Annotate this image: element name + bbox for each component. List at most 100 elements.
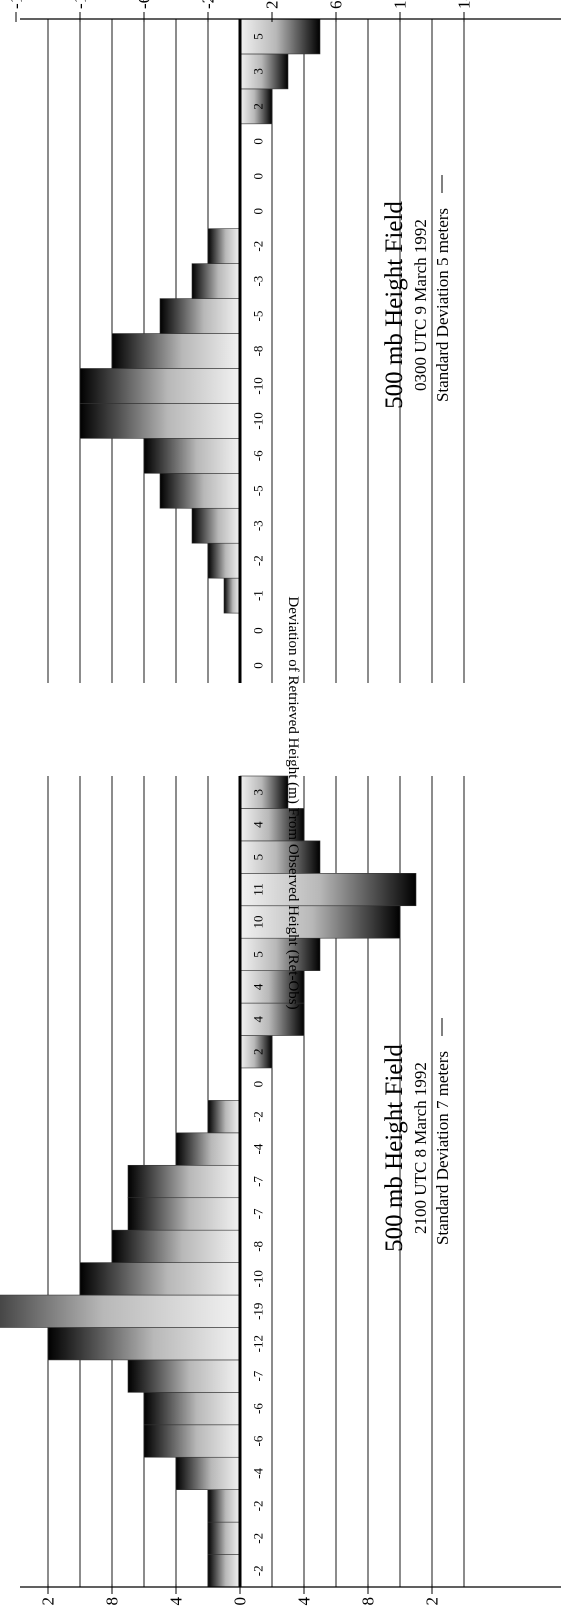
data-label: 5 — [251, 33, 266, 40]
bar — [111, 1229, 241, 1263]
data-label: 11 — [251, 883, 266, 896]
data-label: 0 — [251, 208, 266, 215]
data-label: -2 — [251, 1565, 266, 1576]
data-label: 0 — [251, 173, 266, 180]
chart-title-0300utc: 500 mb Height Field — [381, 201, 408, 409]
caption-2100utc: 500 mb Height Field 2100 UTC 8 March 199… — [381, 1018, 452, 1252]
tick-label: -12 — [39, 1597, 58, 1606]
data-label: -3 — [251, 520, 266, 531]
data-label: -10 — [251, 412, 266, 429]
bar — [207, 1521, 241, 1555]
bar — [79, 403, 241, 439]
data-label: -8 — [251, 1241, 266, 1252]
data-labels-0300utc: 0 0 -1 -2 -3 -5 -6 -10 -10 -8 -5 -3 -2 0 0 0 2 3 5 — [251, 33, 266, 669]
tick-label: 12 — [423, 1597, 442, 1606]
data-label: 0 — [251, 662, 266, 669]
data-label: -7 — [251, 1370, 266, 1381]
data-label: -19 — [251, 1303, 266, 1320]
bar — [239, 905, 401, 939]
bars-2100utc — [0, 775, 417, 1588]
bar — [239, 873, 417, 907]
bar — [239, 970, 305, 1004]
tick-label: -6 — [135, 0, 154, 9]
bar — [111, 333, 241, 369]
bar — [0, 1294, 241, 1328]
data-label: -6 — [251, 450, 266, 461]
tick-label: 10 — [391, 0, 410, 9]
bar — [239, 840, 321, 874]
bar — [79, 1262, 241, 1296]
data-label: -4 — [251, 1143, 266, 1154]
data-label: 0 — [251, 627, 266, 634]
data-label: -1 — [251, 590, 266, 601]
data-label: 4 — [251, 983, 266, 990]
data-label: 5 — [251, 854, 266, 861]
data-label: -10 — [251, 377, 266, 394]
data-label: 0 — [251, 138, 266, 145]
data-label: -5 — [251, 311, 266, 322]
data-label: -6 — [251, 1435, 266, 1446]
tick-label: 0 — [231, 1597, 250, 1606]
data-label: -7 — [251, 1208, 266, 1219]
bar — [223, 577, 241, 614]
bar — [143, 438, 241, 474]
data-labels-2100utc: -2 -2 -2 -4 -6 -6 -7 -12 -19 -10 -8 -7 -7 -4 -2 0 2 4 4 5 10… — [251, 789, 266, 1576]
data-label: 2 — [251, 103, 266, 110]
data-label: -2 — [251, 1533, 266, 1544]
bar — [239, 1035, 273, 1069]
data-label: -7 — [251, 1176, 266, 1187]
bar — [175, 1132, 241, 1166]
data-label: 4 — [251, 821, 266, 828]
bar — [159, 298, 241, 334]
shared-axis-label: Deviation of Retrieved Height (m) From O… — [285, 596, 301, 1009]
data-label: 10 — [251, 915, 266, 928]
bar — [127, 1359, 241, 1393]
bar — [239, 808, 305, 842]
tick-label: -2 — [199, 0, 218, 9]
data-label: -12 — [251, 1335, 266, 1352]
bar — [239, 1002, 305, 1036]
tick-label: 6 — [327, 1, 346, 10]
bar — [207, 228, 241, 264]
tick-label: -14 — [7, 0, 26, 9]
bar — [207, 1554, 241, 1588]
bar — [207, 542, 241, 579]
chart-annotation-2100utc: Standard Deviation 7 meters — [433, 1051, 452, 1245]
tick-label: 14 — [455, 0, 474, 9]
bar — [175, 1456, 241, 1490]
bar — [207, 1489, 241, 1523]
chart-subtitle-2100utc: 2100 UTC 8 March 1992 — [411, 1062, 430, 1234]
bar — [159, 473, 241, 509]
tick-label: 2 — [263, 1, 282, 10]
bar — [47, 1327, 241, 1361]
data-label: -4 — [251, 1468, 266, 1479]
bar — [207, 1100, 241, 1134]
data-label: 4 — [251, 1016, 266, 1023]
data-label: -2 — [251, 241, 266, 252]
data-label: 0 — [251, 1081, 266, 1088]
chart-title-2100utc: 500 mb Height Field — [381, 1044, 408, 1252]
data-label: 3 — [251, 68, 266, 75]
data-label: -3 — [251, 276, 266, 287]
data-label: 5 — [251, 951, 266, 958]
caption-0300utc: 500 mb Height Field 0300 UTC 9 March 199… — [381, 175, 452, 409]
bars-0300utc — [79, 18, 321, 614]
bar — [239, 937, 321, 971]
chart-subtitle-0300utc: 0300 UTC 9 March 1992 — [411, 219, 430, 391]
tick-label: -8 — [103, 1597, 122, 1606]
data-label: 3 — [251, 789, 266, 796]
bar — [191, 507, 241, 544]
tick-label: 4 — [295, 1597, 314, 1606]
tick-label: -10 — [71, 0, 90, 9]
data-label: -8 — [251, 346, 266, 357]
data-label: -2 — [251, 555, 266, 566]
chart-annotation-0300utc: Standard Deviation 5 meters — [433, 208, 452, 402]
tick-label: -4 — [167, 1597, 186, 1606]
data-label: -2 — [251, 1500, 266, 1511]
bar — [143, 1424, 241, 1458]
